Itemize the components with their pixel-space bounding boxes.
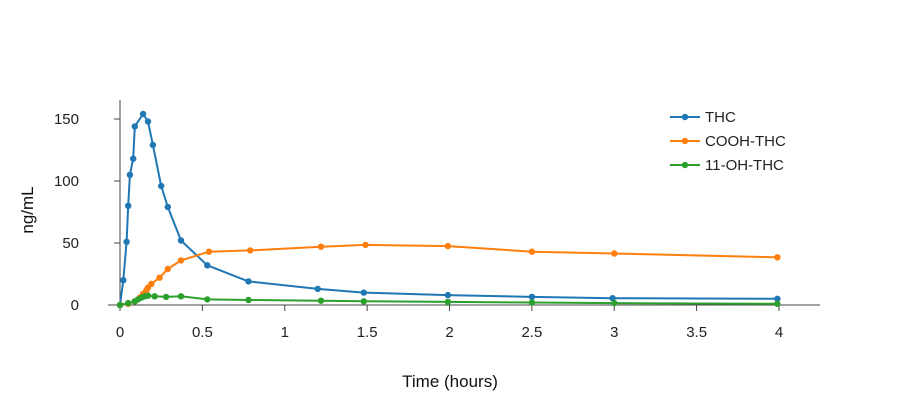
data-point-thc	[774, 295, 781, 302]
legend-marker	[681, 137, 689, 145]
legend-item-cooh-thc: COOH-THC	[670, 133, 786, 150]
data-point-cooh-thc	[247, 247, 254, 254]
y-tick-label: 150	[54, 111, 79, 128]
data-point-thc	[126, 171, 134, 178]
data-point-thc	[131, 123, 138, 130]
data-point-11-oh-thc	[162, 293, 170, 301]
data-point-11-oh-thc	[116, 301, 124, 309]
data-point-11-oh-thc	[151, 293, 158, 300]
data-point-thc	[125, 202, 132, 209]
series-11-oh-thc	[116, 292, 781, 309]
data-point-thc	[204, 262, 211, 269]
data-point-11-oh-thc	[774, 300, 781, 307]
x-tick-label: 3	[610, 324, 618, 341]
data-point-cooh-thc	[611, 250, 618, 257]
data-point-thc	[158, 182, 165, 190]
data-point-cooh-thc	[148, 280, 155, 288]
legend-marker	[681, 161, 689, 169]
data-point-thc	[120, 277, 127, 284]
data-point-thc	[528, 293, 536, 301]
data-point-thc	[609, 295, 616, 302]
legend-label: THC	[705, 109, 736, 126]
data-point-11-oh-thc	[528, 299, 536, 306]
data-point-11-oh-thc	[204, 296, 211, 303]
series-thc	[116, 110, 781, 309]
data-point-11-oh-thc	[317, 297, 325, 304]
data-point-thc	[314, 285, 321, 293]
x-tick-label: 3.5	[686, 324, 707, 341]
data-point-thc	[144, 118, 152, 125]
y-tick-label: 50	[62, 235, 79, 252]
x-tick-label: 0.5	[192, 324, 213, 341]
x-tick-label: 4	[775, 324, 783, 341]
data-point-11-oh-thc	[125, 299, 132, 307]
data-point-thc	[123, 238, 130, 245]
data-point-cooh-thc	[156, 274, 163, 281]
data-point-cooh-thc	[528, 248, 536, 255]
data-point-11-oh-thc	[360, 298, 367, 305]
x-tick-label: 2	[445, 324, 453, 341]
y-tick-label: 0	[71, 297, 79, 314]
legend-item-11-oh-thc: 11-OH-THC	[670, 157, 784, 174]
x-tick-label: 2.5	[521, 324, 542, 341]
data-point-cooh-thc	[362, 241, 369, 249]
y-axis-title: ng/mL	[18, 186, 37, 233]
x-axis-title: Time (hours)	[402, 372, 498, 391]
x-tick-label: 1.5	[357, 324, 378, 341]
data-point-11-oh-thc	[245, 296, 252, 304]
legend-label: COOH-THC	[705, 133, 786, 150]
data-point-11-oh-thc	[177, 293, 185, 300]
x-tick-label: 0	[116, 324, 124, 341]
series-layer	[116, 110, 781, 309]
data-point-thc	[360, 289, 367, 296]
legend-item-thc: THC	[670, 109, 736, 126]
data-point-thc	[444, 291, 452, 299]
data-point-thc	[139, 110, 147, 118]
data-point-thc	[130, 155, 137, 162]
data-point-cooh-thc	[317, 243, 325, 250]
data-point-11-oh-thc	[444, 298, 452, 306]
data-point-cooh-thc	[774, 254, 781, 261]
data-point-thc	[177, 237, 185, 244]
series-line-thc	[119, 113, 778, 306]
x-tick-label: 1	[281, 324, 289, 341]
axes: 0 0.5 1 1.5 2 2.5 3 3.5 4 0 50 100 150	[54, 100, 820, 341]
data-point-thc	[149, 141, 157, 149]
data-point-cooh-thc	[164, 265, 171, 273]
data-point-11-oh-thc	[611, 299, 618, 307]
legend: THC COOH-THC 11-OH-THC	[670, 109, 786, 174]
data-point-11-oh-thc	[144, 292, 152, 299]
data-point-thc	[164, 203, 171, 211]
data-point-cooh-thc	[444, 242, 452, 250]
y-tick-label: 100	[54, 173, 79, 190]
data-point-cooh-thc	[177, 257, 185, 264]
data-point-cooh-thc	[205, 248, 213, 255]
legend-marker	[681, 113, 689, 121]
data-point-thc	[245, 278, 252, 285]
legend-label: 11-OH-THC	[705, 157, 784, 174]
